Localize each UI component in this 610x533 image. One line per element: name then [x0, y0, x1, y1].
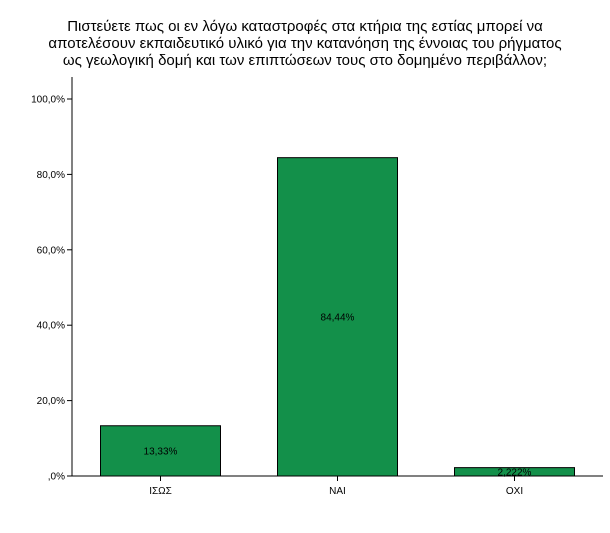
chart-title: Πιστεύετε πως οι εν λόγω καταστροφές στα…: [0, 18, 610, 69]
y-tick-label: ,0%: [48, 472, 65, 483]
bar: [277, 157, 398, 477]
chart-title-line-3: ως γεωλογική δομή και των επιπτώσεων του…: [62, 52, 548, 69]
y-tick-label: 80,0%: [37, 170, 65, 181]
data-label: 2,222%: [498, 467, 532, 478]
y-tick-label: 40,0%: [37, 321, 65, 332]
chart-title-line-2: αποτελέσουν εκπαιδευτικό υλικό για την κ…: [48, 35, 562, 52]
chart-title-line-1: Πιστεύετε πως οι εν λόγω καταστροφές στα…: [67, 18, 543, 35]
x-tick-label: ΝΑΙ: [329, 486, 346, 497]
y-tick-label: 60,0%: [37, 245, 65, 256]
data-label: 84,44%: [321, 312, 355, 323]
data-label: 13,33%: [144, 446, 178, 457]
x-tick-label: ΟΧΙ: [506, 486, 523, 497]
x-tick-label: ΙΣΩΣ: [149, 486, 172, 497]
bar: [100, 425, 221, 477]
y-tick-label: 20,0%: [37, 396, 65, 407]
y-tick-label: 100,0%: [31, 95, 65, 106]
